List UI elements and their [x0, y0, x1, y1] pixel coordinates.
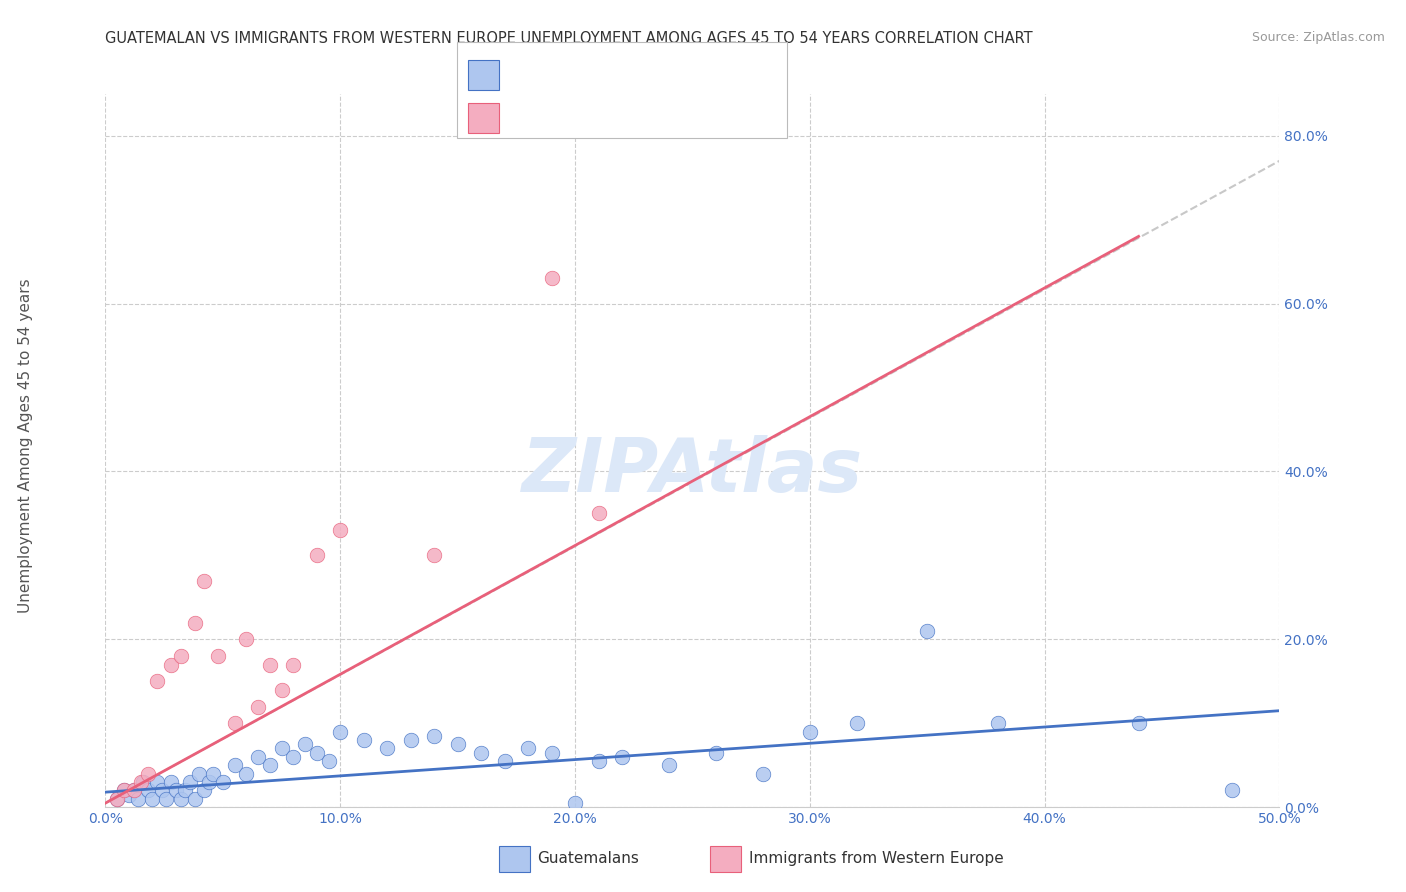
Text: Immigrants from Western Europe: Immigrants from Western Europe	[749, 852, 1004, 866]
Point	[399, 733, 422, 747]
Point	[270, 741, 292, 756]
Point	[517, 741, 540, 756]
Point	[105, 792, 128, 806]
Point	[165, 783, 187, 797]
Point	[132, 775, 155, 789]
Text: R =: R =	[510, 68, 544, 83]
Point	[247, 699, 270, 714]
Point	[141, 792, 163, 806]
Point	[446, 737, 468, 751]
Point	[224, 716, 246, 731]
Point	[127, 792, 149, 806]
Point	[169, 792, 191, 806]
Point	[136, 766, 159, 780]
Point	[174, 783, 197, 797]
Text: N =: N =	[612, 68, 655, 83]
Point	[193, 574, 215, 588]
Point	[845, 716, 868, 731]
Point	[259, 657, 281, 672]
Point	[470, 746, 492, 760]
Point	[122, 783, 145, 797]
Point	[1128, 716, 1150, 731]
Point	[183, 615, 205, 630]
Point	[259, 758, 281, 772]
Point	[752, 766, 775, 780]
Point	[247, 750, 270, 764]
Point	[704, 746, 727, 760]
Point	[224, 758, 246, 772]
Point	[235, 632, 257, 647]
Point	[122, 783, 145, 797]
Text: Source: ZipAtlas.com: Source: ZipAtlas.com	[1251, 31, 1385, 45]
Point	[987, 716, 1010, 731]
Point	[169, 649, 191, 664]
Point	[112, 783, 135, 797]
Point	[146, 775, 169, 789]
Text: 22: 22	[665, 110, 689, 128]
Point	[118, 788, 141, 802]
Point	[105, 792, 128, 806]
Point	[353, 733, 375, 747]
Point	[305, 746, 328, 760]
Point	[155, 792, 177, 806]
Point	[197, 775, 219, 789]
Point	[564, 796, 586, 810]
Text: 53: 53	[665, 67, 688, 85]
Point	[235, 766, 257, 780]
Point	[610, 750, 633, 764]
Point	[160, 775, 183, 789]
Text: R =: R =	[510, 112, 544, 127]
Point	[305, 549, 328, 563]
Point	[283, 657, 305, 672]
Point	[150, 783, 173, 797]
Point	[146, 674, 169, 689]
Point	[179, 775, 201, 789]
Point	[799, 724, 821, 739]
Point	[494, 754, 516, 768]
Text: Unemployment Among Ages 45 to 54 years: Unemployment Among Ages 45 to 54 years	[18, 278, 32, 614]
Point	[270, 682, 292, 697]
Point	[283, 750, 305, 764]
Point	[329, 523, 352, 537]
Point	[423, 549, 446, 563]
Point	[375, 741, 398, 756]
Point	[588, 754, 610, 768]
Point	[160, 657, 183, 672]
Point	[193, 783, 215, 797]
Point	[1222, 783, 1244, 797]
Point	[294, 737, 316, 751]
Point	[540, 271, 562, 285]
Point	[318, 754, 340, 768]
Point	[129, 775, 152, 789]
Point	[329, 724, 352, 739]
Point	[136, 783, 159, 797]
Point	[183, 792, 205, 806]
Text: Guatemalans: Guatemalans	[537, 852, 638, 866]
Text: GUATEMALAN VS IMMIGRANTS FROM WESTERN EUROPE UNEMPLOYMENT AMONG AGES 45 TO 54 YE: GUATEMALAN VS IMMIGRANTS FROM WESTERN EU…	[105, 31, 1033, 46]
Text: 0.766: 0.766	[555, 110, 607, 128]
Point	[540, 746, 562, 760]
Point	[188, 766, 211, 780]
Point	[211, 775, 233, 789]
Text: 0.197: 0.197	[555, 67, 607, 85]
Point	[202, 766, 225, 780]
Point	[112, 783, 135, 797]
Point	[423, 729, 446, 743]
Point	[915, 624, 938, 638]
Point	[658, 758, 681, 772]
Point	[207, 649, 229, 664]
Text: ZIPAtlas: ZIPAtlas	[522, 435, 863, 508]
Point	[588, 507, 610, 521]
Text: N =: N =	[612, 112, 655, 127]
